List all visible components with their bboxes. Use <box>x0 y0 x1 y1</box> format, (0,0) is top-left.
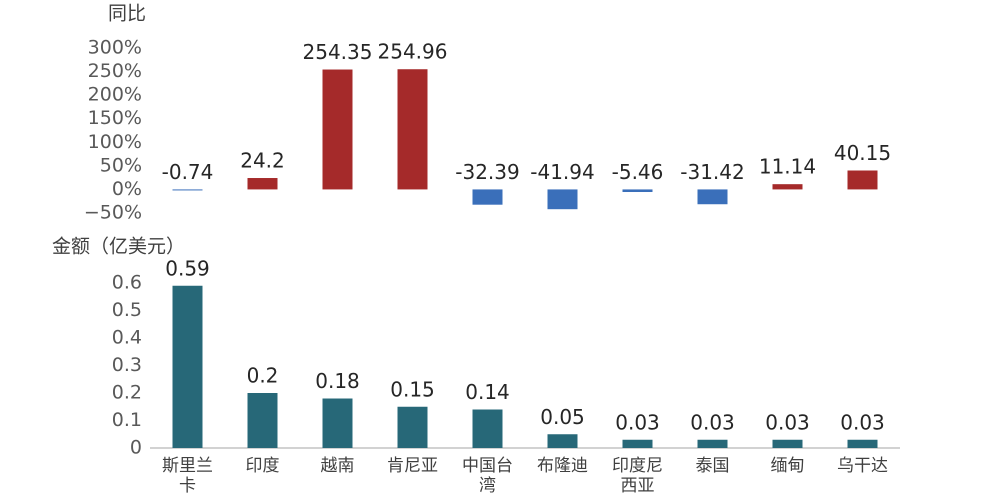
bar <box>247 178 278 190</box>
bar <box>172 285 203 448</box>
x-tick-label: 斯里兰卡 <box>162 456 213 496</box>
value-label: 0.59 <box>165 256 210 280</box>
bar <box>247 393 278 448</box>
top-title: 同比 <box>108 3 146 25</box>
value-label: 40.15 <box>834 141 891 165</box>
value-label: 0.03 <box>765 410 810 434</box>
y-tick-label: 100% <box>88 131 142 153</box>
value-label: 0.14 <box>465 380 510 404</box>
y-tick-label: 300% <box>88 37 142 59</box>
x-tick-label: 缅甸 <box>771 456 805 476</box>
bottom-title: 金额（亿美元） <box>52 236 185 258</box>
value-label: 0.18 <box>315 369 360 393</box>
bar <box>397 406 428 448</box>
y-tick-label: 0.2 <box>112 382 142 404</box>
y-tick-label: 0.3 <box>112 354 142 376</box>
y-tick-label: 0 <box>130 437 142 459</box>
bar <box>322 398 353 448</box>
bar <box>547 189 578 210</box>
value-label: -41.94 <box>530 160 594 184</box>
y-tick-label: 0.6 <box>112 272 142 294</box>
x-tick-label: 中国台湾 <box>462 456 513 496</box>
y-tick-label: 0.1 <box>112 409 142 431</box>
bar <box>622 439 653 448</box>
bar <box>322 69 353 190</box>
value-label: 11.14 <box>759 155 816 179</box>
y-tick-label: 150% <box>88 107 142 129</box>
bar <box>397 69 428 190</box>
bar <box>697 439 728 448</box>
value-label: -0.74 <box>162 160 214 184</box>
value-label: 0.15 <box>390 377 435 401</box>
bar <box>172 189 203 191</box>
bar <box>472 189 503 205</box>
bar <box>622 189 653 193</box>
value-label: 254.35 <box>303 40 373 64</box>
bar <box>847 170 878 190</box>
y-tick-label: 50% <box>100 154 142 176</box>
bar <box>472 409 503 448</box>
value-label: 0.03 <box>615 410 660 434</box>
x-tick-label: 布隆迪 <box>537 456 588 476</box>
value-label: -31.42 <box>680 160 744 184</box>
x-tick-label: 泰国 <box>696 456 730 476</box>
bar <box>697 189 728 205</box>
x-tick-label: 印度尼西亚 <box>612 456 663 496</box>
x-tick-label: 乌干达 <box>837 456 888 476</box>
y-tick-label: 0.5 <box>112 299 142 321</box>
y-tick-label: 0% <box>112 178 142 200</box>
bar <box>772 184 803 190</box>
value-label: 24.2 <box>240 149 285 173</box>
y-tick-label: 0.4 <box>112 327 142 349</box>
value-label: 0.05 <box>540 405 585 429</box>
x-tick-label: 肯尼亚 <box>387 456 438 476</box>
x-tick-label: 越南 <box>321 456 355 476</box>
bar <box>772 439 803 448</box>
y-tick-label: 200% <box>88 84 142 106</box>
value-label: 0.2 <box>247 364 279 388</box>
x-tick-label: 印度 <box>246 456 280 476</box>
value-label: 0.03 <box>690 410 735 434</box>
value-label: 254.96 <box>378 40 448 64</box>
bar <box>847 439 878 448</box>
value-label: 0.03 <box>840 410 885 434</box>
y-tick-label: −50% <box>84 202 142 224</box>
value-label: -32.39 <box>455 160 519 184</box>
y-tick-label: 250% <box>88 60 142 82</box>
value-label: -5.46 <box>612 160 664 184</box>
bar <box>547 434 578 448</box>
